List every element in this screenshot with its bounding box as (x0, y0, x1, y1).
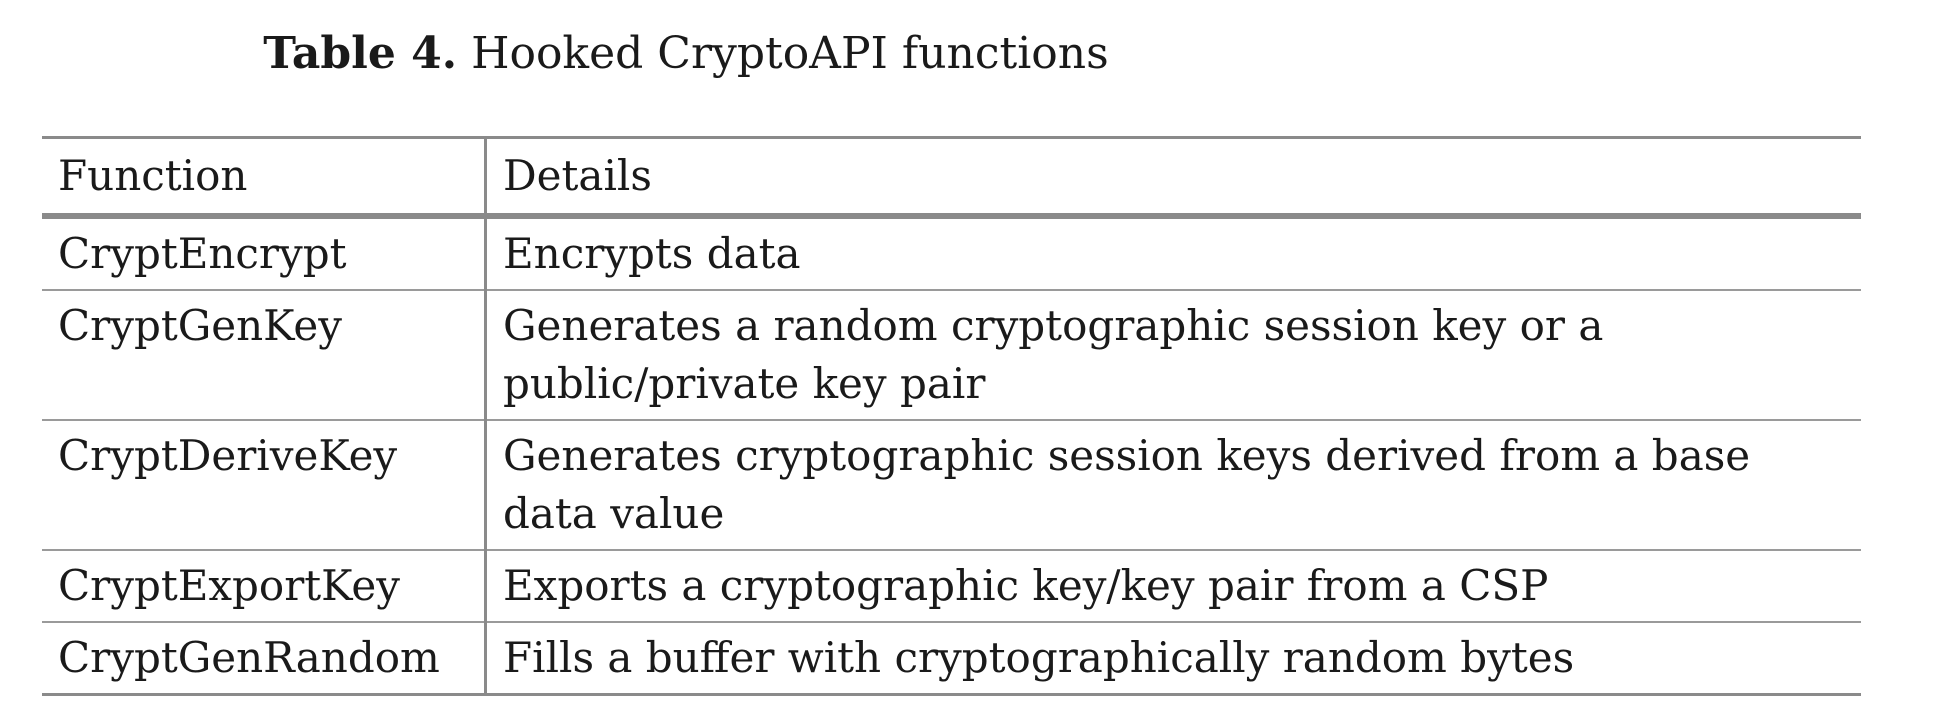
details-line: data value (503, 489, 725, 538)
details-line: Encrypts data (503, 229, 801, 278)
details-line: public/private key pair (503, 359, 986, 408)
table-row: CryptEncrypt Encrypts data (42, 216, 1861, 290)
table-caption: Table 4. Hooked CryptoAPI functions (0, 26, 1372, 82)
cell-details: Encrypts data (486, 216, 1862, 290)
header-details: Details (485, 137, 1861, 219)
table-caption-text: Hooked CryptoAPI functions (471, 28, 1109, 79)
cell-function: CryptExportKey (42, 549, 487, 622)
cell-details: Generates a random cryptographic session… (485, 289, 1861, 420)
table-header: Function Details (42, 137, 1861, 219)
details-line: Fills a buffer with cryptographically ra… (503, 633, 1575, 682)
cell-function: CryptGenRandom (42, 621, 487, 695)
crypto-functions-table: Function Details CryptEncrypt Encrypts d… (42, 136, 1861, 696)
table-row: CryptGenRandom Fills a buffer with crypt… (42, 621, 1861, 695)
cell-details: Fills a buffer with cryptographically ra… (485, 621, 1861, 695)
cell-function: CryptDeriveKey (42, 419, 487, 550)
details-line: Generates a random cryptographic session… (503, 301, 1604, 350)
cell-details: Generates cryptographic session keys der… (485, 419, 1861, 550)
details-line: Generates cryptographic session keys der… (503, 431, 1751, 480)
table-row: CryptExportKey Exports a cryptographic k… (42, 549, 1861, 622)
header-row: Function Details (42, 137, 1861, 219)
cell-details: Exports a cryptographic key/key pair fro… (485, 549, 1861, 622)
header-function: Function (42, 137, 487, 219)
table-row: CryptDeriveKey Generates cryptographic s… (42, 419, 1861, 550)
table-caption-label: Table 4. (263, 28, 458, 79)
cell-function: CryptGenKey (42, 289, 487, 420)
table-row: CryptGenKey Generates a random cryptogra… (42, 289, 1861, 420)
cell-function: CryptEncrypt (42, 216, 487, 290)
table-body: CryptEncrypt Encrypts data CryptGenKey G… (42, 216, 1861, 695)
details-line: Exports a cryptographic key/key pair fro… (503, 561, 1549, 610)
